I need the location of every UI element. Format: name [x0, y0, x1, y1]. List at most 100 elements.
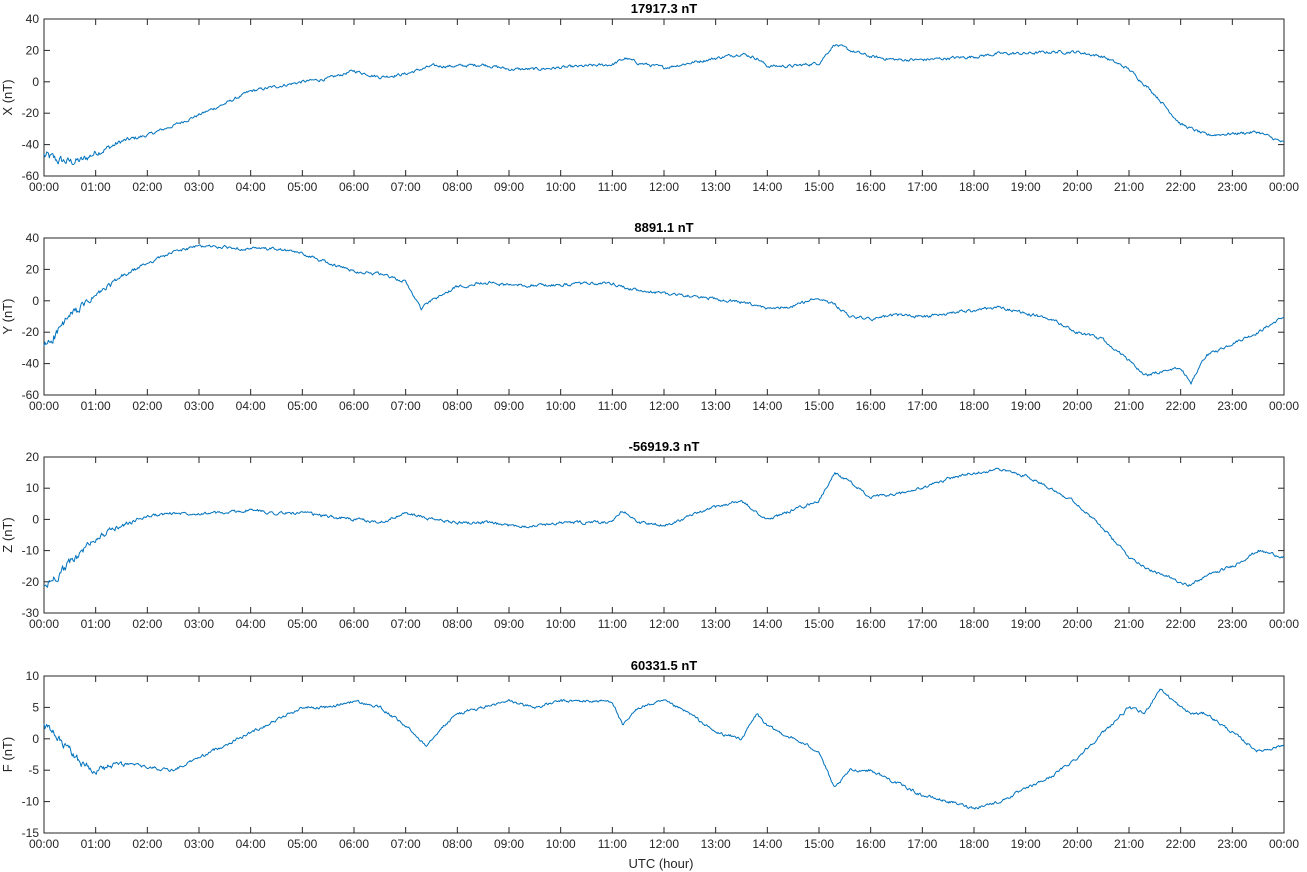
x-tick-label: 02:00	[132, 617, 162, 631]
y-tick-label: 20	[26, 262, 40, 276]
x-tick-label: 04:00	[236, 837, 266, 851]
x-tick-label: 20:00	[1062, 399, 1092, 413]
x-tick-label: 14:00	[752, 837, 782, 851]
x-tick-label: 07:00	[391, 837, 421, 851]
plot-area-frame	[43, 456, 1285, 614]
series-line-2	[43, 244, 1285, 385]
x-tick-label: 11:00	[598, 837, 627, 851]
x-tick-label: 12:00	[649, 180, 679, 194]
y-tick-label: -10	[22, 544, 40, 558]
y-tick-label: 5	[32, 700, 39, 714]
y-tick-label: -15	[22, 826, 40, 840]
x-tick-label: 08:00	[442, 180, 472, 194]
x-tick-label: 00:00	[29, 180, 59, 194]
x-tick-label: 22:00	[1166, 180, 1196, 194]
y-axis-title: F (nT)	[0, 737, 15, 772]
x-tick-label: 12:00	[649, 837, 679, 851]
x-tick-label: 23:00	[1217, 399, 1247, 413]
x-axis-title: UTC (hour)	[628, 856, 693, 871]
x-tick-label: 13:00	[701, 837, 731, 851]
y-axis-title: Z (nT)	[0, 517, 15, 552]
x-tick-label: 03:00	[184, 399, 214, 413]
x-tick-label: 07:00	[391, 399, 421, 413]
x-tick-label: 19:00	[1011, 837, 1041, 851]
x-tick-label: 07:00	[391, 617, 421, 631]
x-tick-label: 00:00	[29, 399, 59, 413]
y-tick-label: 0	[32, 732, 39, 746]
x-tick-label: 19:00	[1011, 399, 1041, 413]
x-tick-label: 00:00	[1269, 837, 1299, 851]
y-tick-label: 20	[26, 43, 40, 57]
y-tick-label: -5	[28, 763, 39, 777]
x-tick-label: 15:00	[804, 617, 834, 631]
x-tick-label: 22:00	[1166, 399, 1196, 413]
x-tick-label: 02:00	[132, 837, 162, 851]
x-tick-label: 16:00	[856, 180, 886, 194]
x-tick-label: 09:00	[494, 617, 524, 631]
y-axis-title: Y (nT)	[0, 299, 15, 335]
x-tick-label: 18:00	[959, 837, 989, 851]
x-tick-label: 21:00	[1114, 180, 1144, 194]
x-tick-label: 12:00	[649, 399, 679, 413]
y-tick-label: -20	[22, 575, 40, 589]
x-tick-label: 03:00	[184, 617, 214, 631]
x-tick-label: 06:00	[339, 837, 369, 851]
y-tick-label: -60	[22, 388, 40, 402]
x-tick-label: 04:00	[236, 180, 266, 194]
series-line-1	[43, 44, 1285, 165]
series-line-4	[43, 688, 1285, 810]
x-tick-label: 00:00	[1269, 617, 1299, 631]
x-tick-label: 03:00	[184, 180, 214, 194]
x-tick-label: 10:00	[546, 399, 576, 413]
x-tick-label: 11:00	[598, 180, 627, 194]
x-tick-label: 15:00	[804, 837, 834, 851]
x-tick-label: 17:00	[907, 180, 937, 194]
x-tick-label: 12:00	[649, 617, 679, 631]
x-tick-label: 00:00	[29, 837, 59, 851]
x-tick-label: 09:00	[494, 180, 524, 194]
y-tick-label: 40	[26, 12, 40, 26]
x-tick-label: 00:00	[1269, 180, 1299, 194]
x-tick-label: 08:00	[442, 617, 472, 631]
x-tick-label: 10:00	[546, 617, 576, 631]
y-tick-label: 0	[32, 75, 39, 89]
x-tick-label: 01:00	[81, 399, 111, 413]
x-tick-label: 08:00	[442, 837, 472, 851]
x-tick-label: 19:00	[1011, 180, 1041, 194]
x-tick-label: 01:00	[81, 837, 111, 851]
plot-area-frame	[43, 237, 1285, 396]
x-tick-label: 04:00	[236, 399, 266, 413]
plot-area-frame	[43, 18, 1285, 177]
x-tick-label: 23:00	[1217, 617, 1247, 631]
x-tick-label: 13:00	[701, 180, 731, 194]
x-tick-label: 21:00	[1114, 617, 1144, 631]
x-tick-label: 08:00	[442, 399, 472, 413]
x-tick-label: 06:00	[339, 399, 369, 413]
y-tick-label: 40	[26, 231, 40, 245]
x-tick-label: 18:00	[959, 399, 989, 413]
chart-panel-3: -30 -20 -10 0 10 20 00:00 01:00 02:00 03:00 04:00 0…	[0, 439, 1299, 631]
chart-panel-4: -15 -10 -5 0 5 10 00:00 01:00 02:00 03:00 04:00 05:…	[0, 658, 1299, 851]
x-tick-label: 00:00	[29, 617, 59, 631]
chart-panel-1: -60 -40 -20 0 20 40 00:00 01:00 02:00 03:00 04:00 0…	[0, 1, 1299, 194]
x-tick-label: 10:00	[546, 180, 576, 194]
x-tick-label: 10:00	[546, 837, 576, 851]
x-tick-label: 13:00	[701, 617, 731, 631]
x-tick-label: 13:00	[701, 399, 731, 413]
y-tick-label: 10	[26, 481, 40, 495]
x-tick-label: 22:00	[1166, 617, 1196, 631]
x-tick-label: 14:00	[752, 617, 782, 631]
x-tick-label: 23:00	[1217, 837, 1247, 851]
x-tick-label: 06:00	[339, 180, 369, 194]
chart-panel-2: -60 -40 -20 0 20 40 00:00 01:00 02:00 03:00 04:00 0…	[0, 220, 1299, 413]
chart-title: 60331.5 nT	[631, 658, 698, 673]
y-tick-label: -30	[22, 606, 40, 620]
x-tick-label: 02:00	[132, 180, 162, 194]
x-tick-label: 15:00	[804, 180, 834, 194]
x-tick-label: 05:00	[287, 837, 317, 851]
x-tick-label: 07:00	[391, 180, 421, 194]
x-tick-label: 01:00	[81, 617, 111, 631]
x-tick-label: 15:00	[804, 399, 834, 413]
x-tick-label: 01:00	[81, 180, 111, 194]
y-tick-label: -60	[22, 169, 40, 183]
